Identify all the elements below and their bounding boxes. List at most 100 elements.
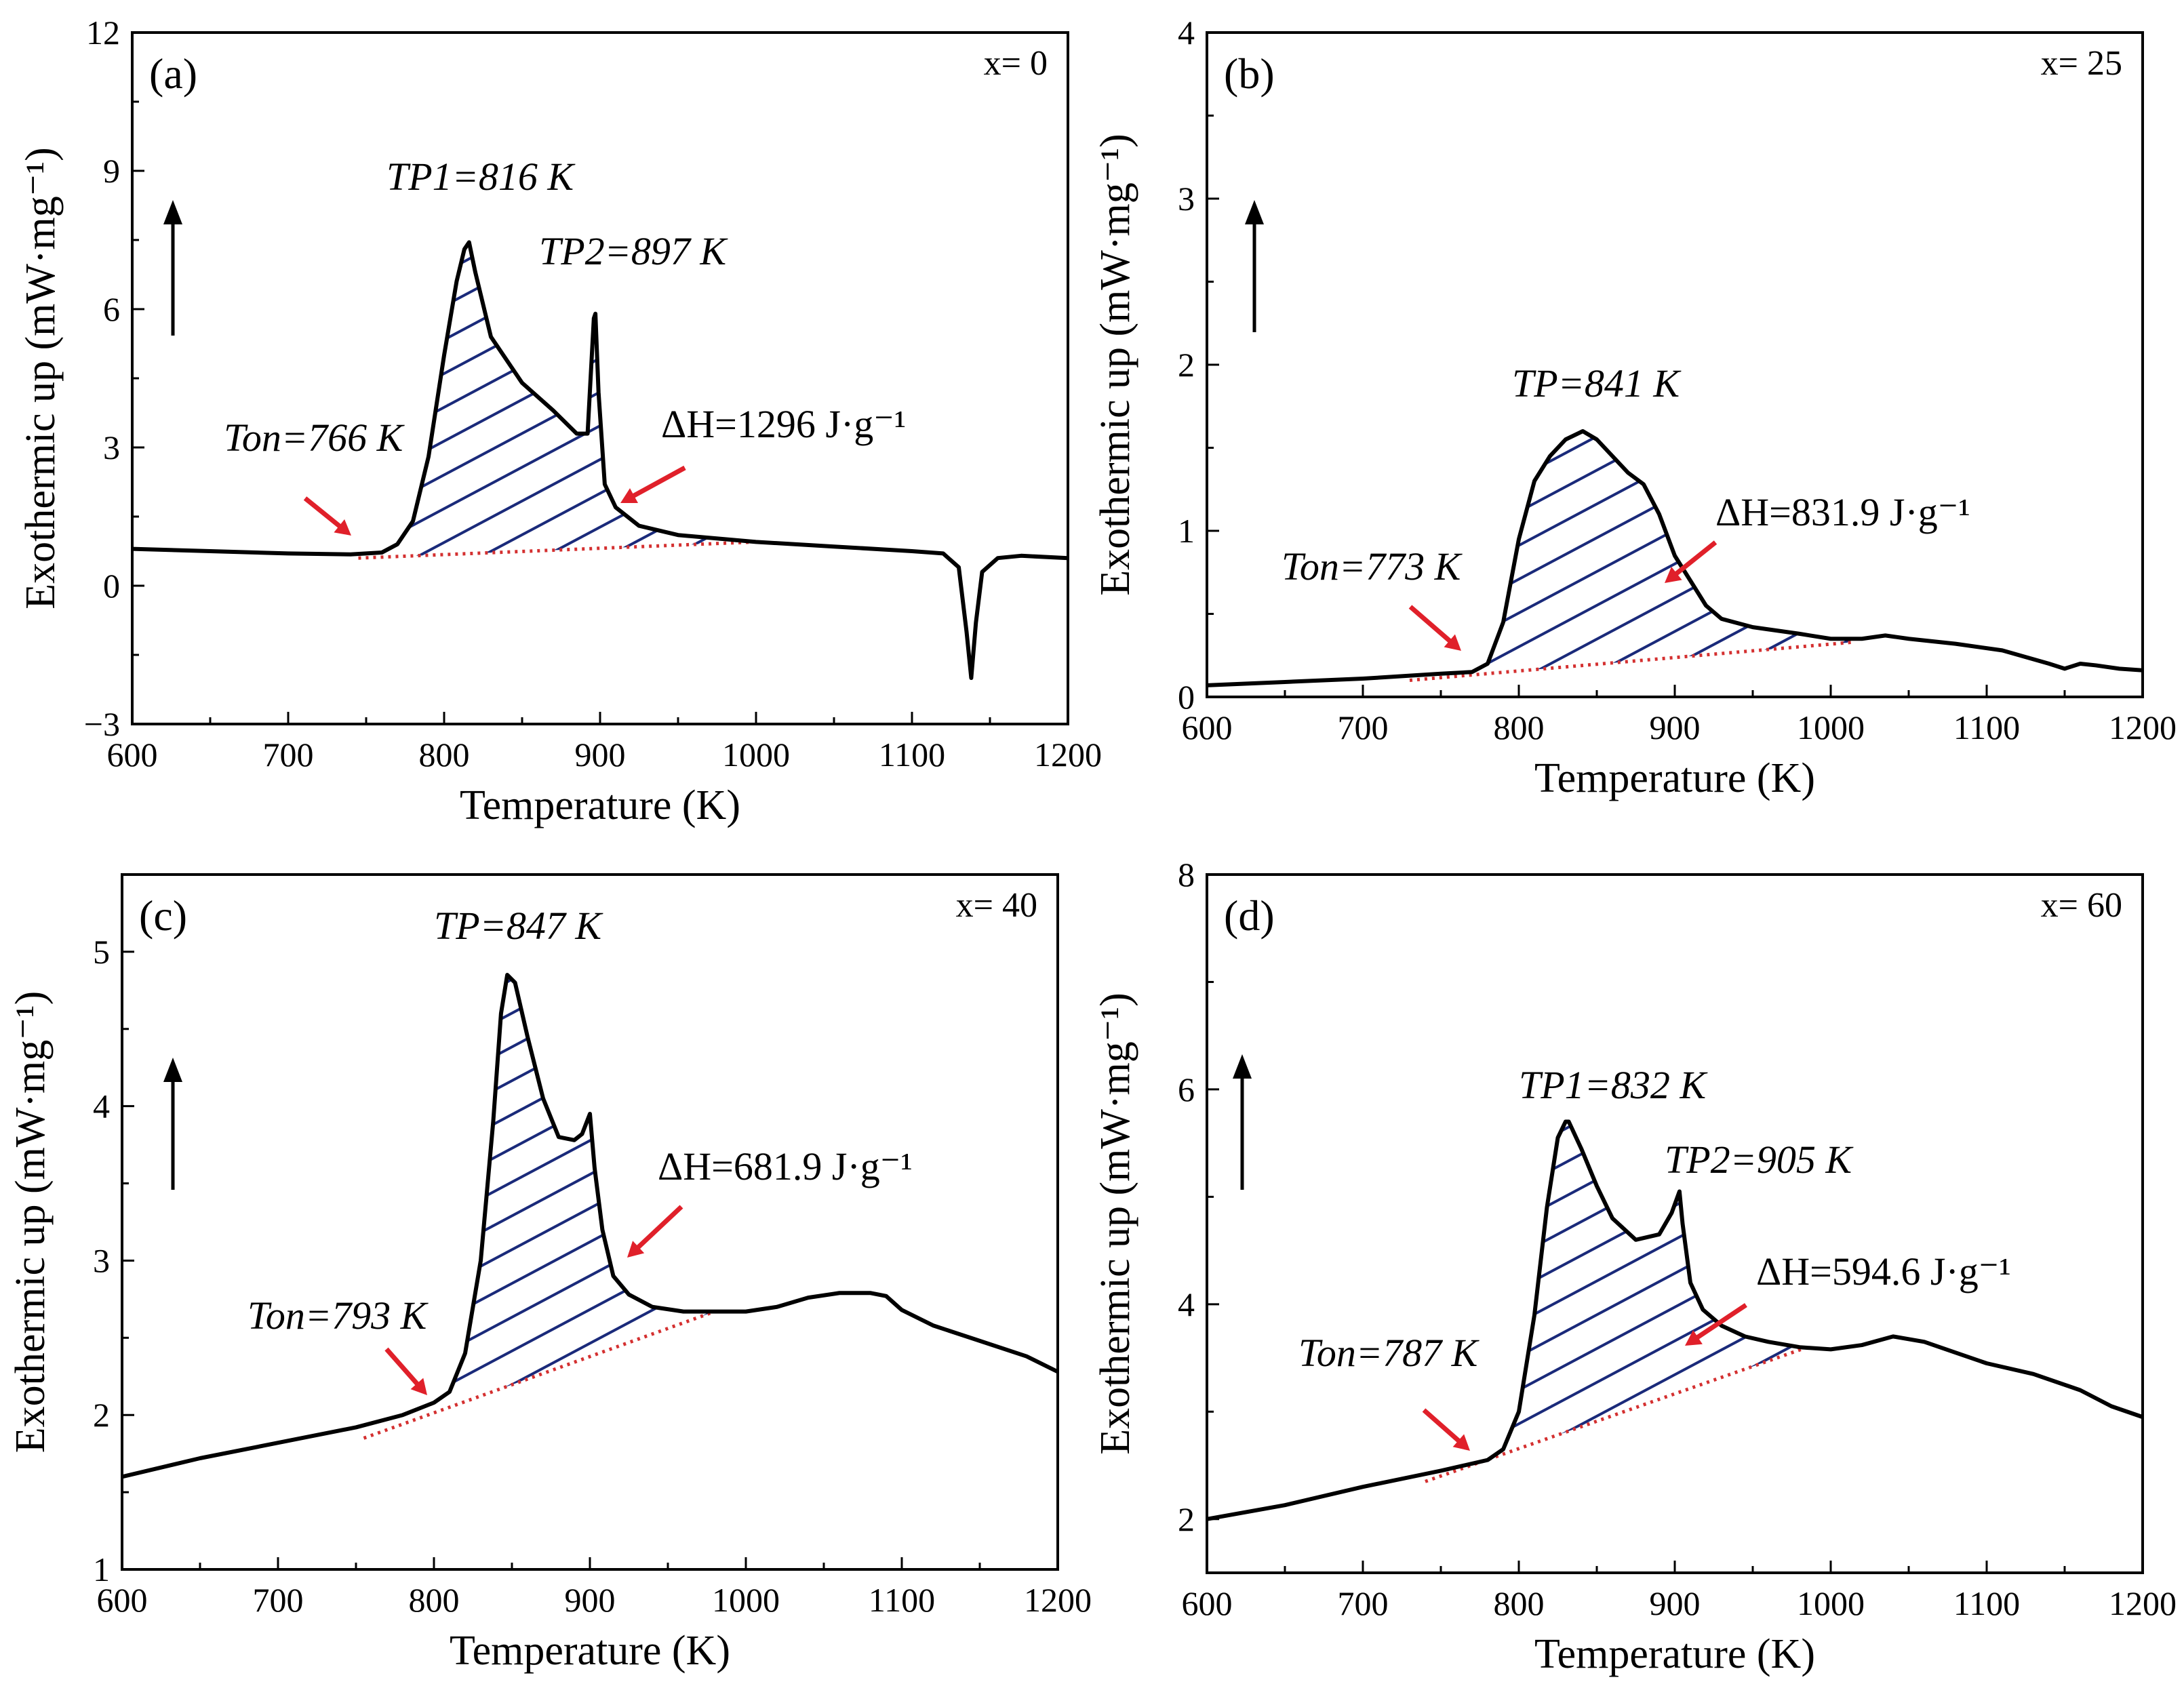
x-tick-label: 1200 bbox=[2109, 1584, 2177, 1622]
x-tick-label: 1000 bbox=[1797, 708, 1865, 746]
y-tick-label: 2 bbox=[1178, 346, 1195, 384]
y-tick-label: −3 bbox=[84, 705, 120, 743]
enthalpy-shaded-area bbox=[1476, 431, 1854, 675]
exothermic-up-arrow-icon bbox=[1245, 200, 1264, 332]
enthalpy-label: ΔH=681.9 J·g⁻¹ bbox=[658, 1144, 913, 1188]
chart-panel-c: 600 700 800 900 1000 1100 1200 1 2 3 4 5 Temperature… bbox=[7, 873, 1092, 1674]
enthalpy-label: ΔH=594.6 J·g⁻¹ bbox=[1756, 1249, 2011, 1293]
y-tick-label: 6 bbox=[1178, 1070, 1195, 1108]
x-tick-label: 800 bbox=[1494, 708, 1545, 746]
onset-temperature-label: Ton=766 K bbox=[224, 416, 405, 460]
x-axis-title: Temperature (K) bbox=[1534, 755, 1815, 801]
panel-label: (b) bbox=[1224, 49, 1275, 98]
peak-temperature-label: TP=847 K bbox=[434, 904, 603, 948]
enthalpy-shaded-area bbox=[1498, 1121, 1808, 1456]
x-tick-label: 1100 bbox=[869, 1581, 935, 1619]
y-axis-title: Exothermic up (mW·mg⁻¹) bbox=[1092, 992, 1138, 1454]
y-tick-label: 0 bbox=[1178, 678, 1195, 716]
red-arrow-icon bbox=[1408, 605, 1461, 651]
y-tick-label: 12 bbox=[86, 14, 120, 52]
dsc-curve bbox=[1207, 429, 2143, 687]
x-tick-label: 1000 bbox=[712, 1581, 780, 1619]
plot-frame bbox=[131, 31, 1069, 725]
x-tick-label: 800 bbox=[409, 1581, 460, 1619]
y-axis-title: Exothermic up (mW·mg⁻¹) bbox=[18, 147, 64, 609]
red-arrow-icon bbox=[1665, 540, 1718, 583]
x-tick-label: 700 bbox=[1338, 1584, 1389, 1622]
peak2-temperature-label: TP2=897 K bbox=[539, 229, 728, 273]
baseline-dotted-line bbox=[363, 1310, 715, 1440]
y-tick-label: 3 bbox=[103, 428, 120, 466]
x-tick-label: 600 bbox=[1182, 1584, 1233, 1622]
chart-panel-d: 600 700 800 900 1000 1100 1200 2 4 6 8 Temperature … bbox=[1092, 856, 2177, 1677]
onset-temperature-label: Ton=773 K bbox=[1282, 544, 1463, 588]
peak-temperature-label: TP1=816 K bbox=[386, 155, 576, 199]
exothermic-up-arrow-icon bbox=[163, 1058, 182, 1190]
panel-label: (c) bbox=[139, 891, 187, 940]
y-tick-label: 1 bbox=[93, 1550, 110, 1588]
chart-panel-a: 600 700 800 900 1000 1100 1200 −3 0 3 6 9 12 Temperat… bbox=[18, 14, 1102, 828]
peak-temperature-label: TP=841 K bbox=[1512, 361, 1682, 405]
y-tick-label: 2 bbox=[93, 1396, 110, 1434]
dsc-curve bbox=[122, 973, 1058, 1479]
red-arrow-icon bbox=[1685, 1303, 1747, 1346]
x-axis-title: Temperature (K) bbox=[1534, 1631, 1815, 1677]
red-arrow-icon bbox=[303, 496, 351, 536]
x-axis-title: Temperature (K) bbox=[460, 782, 740, 828]
onset-temperature-label: Ton=793 K bbox=[247, 1293, 429, 1338]
composition-label: x= 60 bbox=[2041, 886, 2122, 925]
x-tick-label: 900 bbox=[575, 736, 626, 774]
x-tick-label: 600 bbox=[107, 736, 158, 774]
onset-temperature-label: Ton=787 K bbox=[1298, 1331, 1480, 1375]
x-tick-label: 900 bbox=[565, 1581, 616, 1619]
y-tick-label: 3 bbox=[1178, 180, 1195, 218]
exothermic-up-arrow-icon bbox=[1233, 1054, 1252, 1190]
x-tick-label: 1200 bbox=[1024, 1581, 1092, 1619]
x-tick-label: 900 bbox=[1650, 1584, 1701, 1622]
peak2-temperature-label: TP2=905 K bbox=[1665, 1138, 1854, 1182]
red-arrow-icon bbox=[627, 1205, 683, 1258]
dsc-curve bbox=[1207, 1119, 2143, 1521]
x-tick-label: 1200 bbox=[1034, 736, 1102, 774]
y-tick-label: 1 bbox=[1178, 512, 1195, 550]
composition-label: x= 40 bbox=[956, 886, 1037, 925]
x-tick-label: 1100 bbox=[879, 736, 945, 774]
y-tick-label: 8 bbox=[1178, 856, 1195, 894]
x-tick-label: 700 bbox=[263, 736, 314, 774]
peak-temperature-label: TP1=832 K bbox=[1519, 1063, 1708, 1107]
red-arrow-icon bbox=[1422, 1408, 1470, 1451]
x-tick-label: 800 bbox=[419, 736, 470, 774]
y-tick-label: 4 bbox=[1178, 1285, 1195, 1323]
enthalpy-shaded-area bbox=[391, 242, 756, 557]
x-tick-label: 1000 bbox=[722, 736, 790, 774]
y-tick-label: 6 bbox=[103, 290, 120, 328]
y-tick-label: 0 bbox=[103, 567, 120, 605]
x-tick-label: 1100 bbox=[1953, 1584, 2020, 1622]
x-tick-label: 600 bbox=[97, 1581, 148, 1619]
y-tick-label: 5 bbox=[93, 933, 110, 971]
x-tick-label: 1100 bbox=[1953, 708, 2020, 746]
exothermic-up-arrow-icon bbox=[163, 200, 182, 336]
x-axis-title: Temperature (K) bbox=[450, 1628, 730, 1674]
red-arrow-icon bbox=[620, 465, 686, 503]
x-tick-label: 1000 bbox=[1797, 1584, 1865, 1622]
panel-label: (d) bbox=[1224, 891, 1275, 940]
red-arrow-icon bbox=[384, 1347, 427, 1395]
dsc-curve bbox=[132, 240, 1068, 680]
composition-label: x= 25 bbox=[2041, 44, 2122, 83]
y-tick-label: 4 bbox=[1178, 14, 1195, 52]
x-tick-label: 800 bbox=[1494, 1584, 1545, 1622]
x-tick-label: 700 bbox=[253, 1581, 304, 1619]
y-tick-label: 9 bbox=[103, 152, 120, 190]
x-tick-label: 1200 bbox=[2109, 708, 2177, 746]
y-tick-label: 4 bbox=[93, 1087, 110, 1125]
y-tick-label: 3 bbox=[93, 1241, 110, 1279]
y-tick-label: 2 bbox=[1178, 1500, 1195, 1538]
panel-label: (a) bbox=[149, 49, 197, 98]
x-tick-label: 700 bbox=[1338, 708, 1389, 746]
y-axis-title: Exothermic up (mW·mg⁻¹) bbox=[1092, 134, 1138, 595]
enthalpy-label: ΔH=831.9 J·g⁻¹ bbox=[1715, 490, 1970, 534]
y-axis-title: Exothermic up (mW·mg⁻¹) bbox=[7, 991, 54, 1453]
composition-label: x= 0 bbox=[984, 44, 1048, 83]
